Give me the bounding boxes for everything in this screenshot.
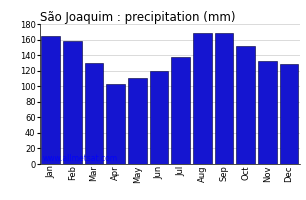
Bar — [215, 33, 233, 164]
Bar — [128, 78, 147, 164]
Bar — [150, 71, 168, 164]
Bar — [85, 63, 103, 164]
Bar — [171, 57, 190, 164]
Bar — [106, 84, 125, 164]
Text: www.allmetsat.com: www.allmetsat.com — [42, 154, 118, 163]
Bar — [280, 64, 298, 164]
Bar — [237, 46, 255, 164]
Bar — [63, 41, 81, 164]
Bar — [193, 33, 211, 164]
Bar — [258, 61, 277, 164]
Bar — [41, 36, 60, 164]
Text: São Joaquim : precipitation (mm): São Joaquim : precipitation (mm) — [40, 11, 235, 24]
